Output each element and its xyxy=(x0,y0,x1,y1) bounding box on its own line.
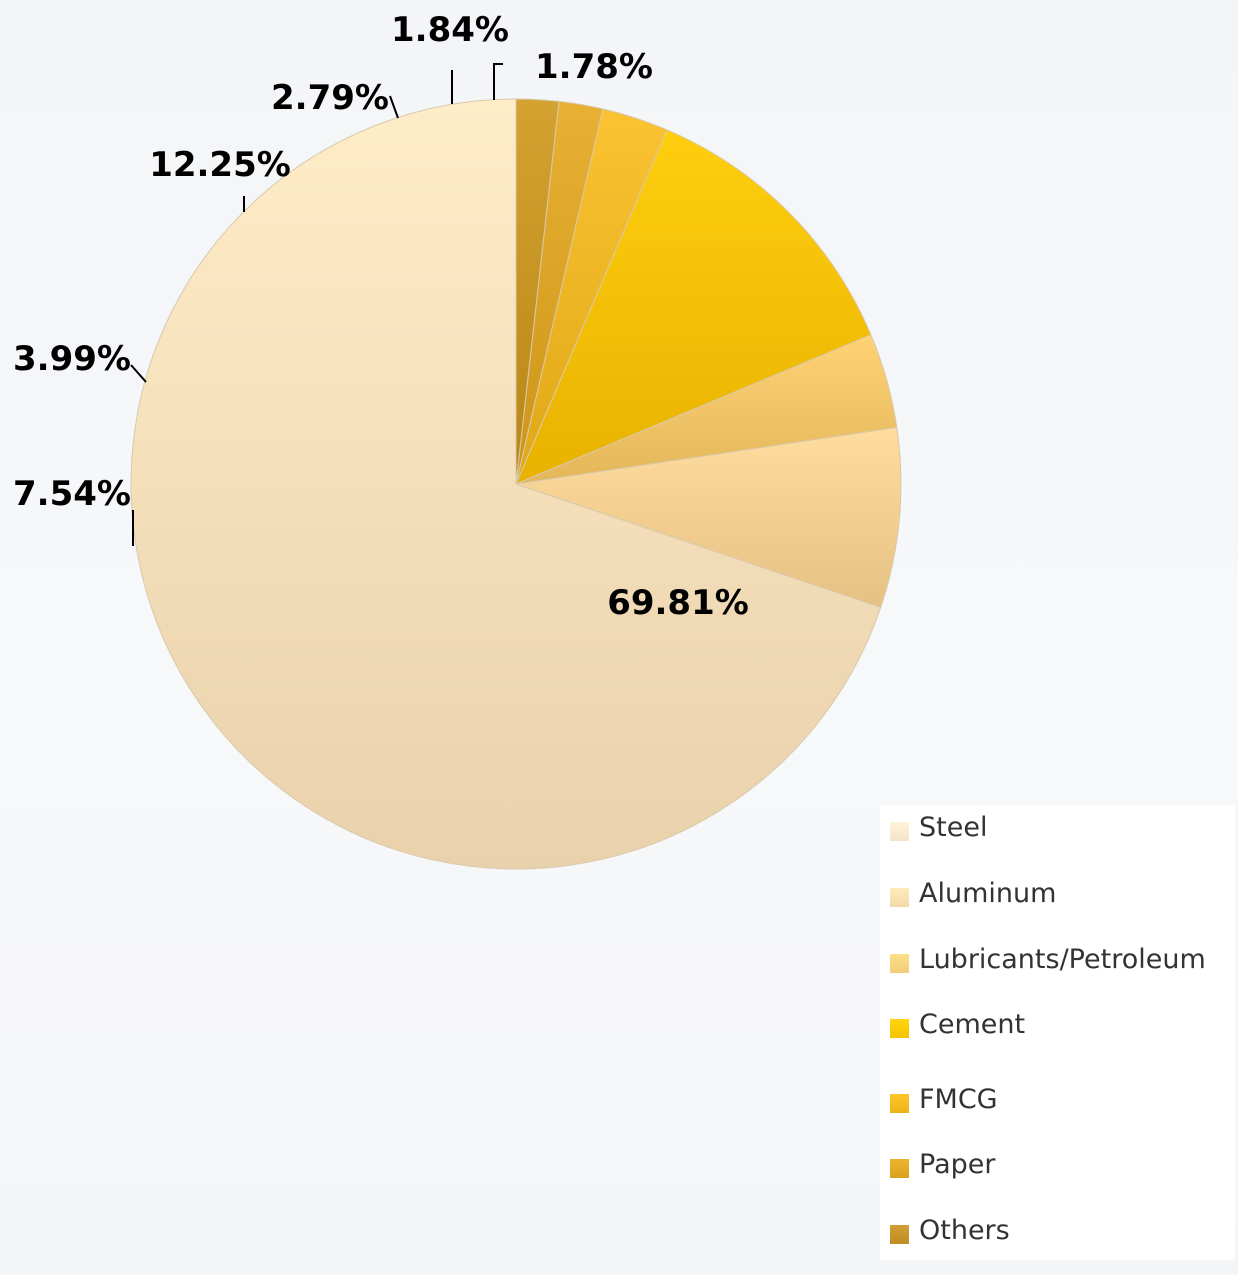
legend-item-fmcg: FMCG xyxy=(890,1081,998,1117)
legend-label: Others xyxy=(919,1214,1010,1246)
data-label: 69.81% xyxy=(607,583,749,623)
legend-item-lubricants: Lubricants/Petroleum xyxy=(890,941,1206,977)
data-label: 7.54% xyxy=(13,474,131,514)
legend-label: FMCG xyxy=(919,1083,998,1115)
legend-label: Steel xyxy=(919,811,988,843)
pie-slices xyxy=(130,98,902,870)
legend-swatch xyxy=(890,1018,909,1038)
legend-label: Cement xyxy=(919,1008,1026,1040)
legend-label: Paper xyxy=(919,1148,996,1180)
legend-item-aluminum: Aluminum xyxy=(890,875,1056,911)
data-label: 1.84% xyxy=(391,10,509,50)
leader-line xyxy=(389,95,399,119)
data-label: 3.99% xyxy=(13,339,131,379)
legend-swatch xyxy=(890,1158,909,1178)
leader-lines xyxy=(130,63,503,546)
data-label: 1.78% xyxy=(535,47,653,87)
legend-item-steel: Steel xyxy=(890,809,987,845)
legend-item-others: Others xyxy=(890,1212,1010,1248)
legend: Steel Aluminum Lubricants/Petroleum Ceme… xyxy=(880,805,1235,1260)
legend-label: Lubricants/Petroleum xyxy=(919,943,1206,975)
legend-swatch xyxy=(890,821,909,841)
leader-line xyxy=(130,364,147,383)
pie-slice-steel xyxy=(130,98,882,870)
pie-slice-aluminum xyxy=(515,426,902,608)
legend-swatch xyxy=(890,953,909,973)
legend-label: Aluminum xyxy=(919,877,1057,909)
leader-line xyxy=(493,63,503,100)
legend-swatch xyxy=(890,887,909,907)
pie-slice-cement xyxy=(515,129,872,485)
legend-swatch xyxy=(890,1224,909,1244)
legend-item-paper: Paper xyxy=(890,1146,995,1182)
data-label: 2.79% xyxy=(271,78,389,118)
pie-slice-others xyxy=(515,98,560,485)
data-labels: 69.81% 7.54% 3.99% 12.25% 2.79%1.84% 1.78% xyxy=(13,10,749,623)
legend-swatch xyxy=(890,1093,909,1113)
legend-item-cement: Cement xyxy=(890,1006,1025,1042)
data-label: 12.25% xyxy=(149,145,291,185)
